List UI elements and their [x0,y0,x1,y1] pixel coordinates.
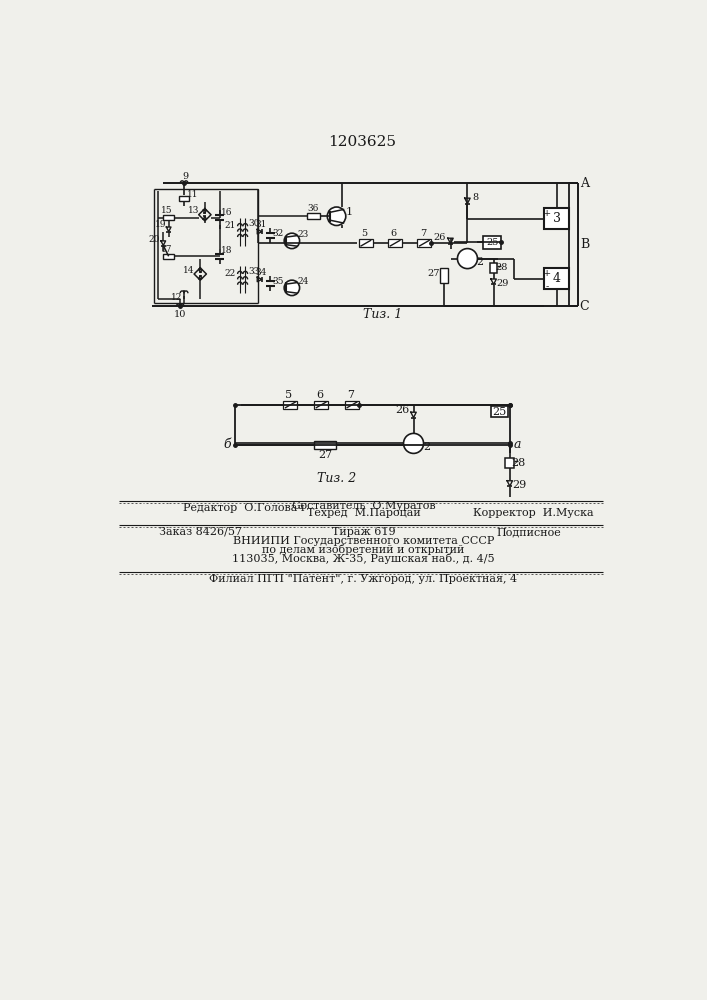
Text: 27: 27 [318,450,332,460]
Bar [314,401,328,409]
Text: по делам изобретений и открытий: по делам изобретений и открытий [262,544,464,555]
Text: 36: 36 [308,204,319,213]
Text: Редактор  О.Головач: Редактор О.Головач [182,503,304,513]
Text: 25: 25 [486,238,498,247]
Bar [490,263,498,273]
Text: Тираж 619: Тираж 619 [332,527,395,537]
Circle shape [457,249,477,269]
Circle shape [284,280,300,296]
Text: 3: 3 [553,212,561,225]
Text: 12: 12 [170,293,182,302]
Text: 113035, Москва, Ж-35, Раушская наб., д. 4/5: 113035, Москва, Ж-35, Раушская наб., д. … [232,553,495,564]
Text: 34: 34 [255,268,267,277]
Text: 21: 21 [225,221,236,230]
Text: 31: 31 [255,220,267,229]
Bar [163,254,174,259]
Text: 14: 14 [183,266,194,275]
Text: 1203625: 1203625 [328,135,396,149]
Bar [483,236,501,249]
Text: 18: 18 [221,246,232,255]
Text: A: A [580,177,589,190]
Text: Корректор  И.Муска: Корректор И.Муска [472,508,593,518]
Text: B: B [580,238,589,251]
Bar [544,208,569,229]
Text: 5: 5 [361,229,368,238]
Text: а: а [514,438,521,451]
Text: 30: 30 [248,219,260,228]
Text: 26: 26 [433,233,446,242]
Text: 2: 2 [423,442,430,452]
Text: 13: 13 [188,206,200,215]
Text: +: + [544,209,551,218]
Text: Заказ 8426/57: Заказ 8426/57 [160,527,243,537]
Text: 24: 24 [297,277,308,286]
Text: C: C [580,300,590,313]
Text: 28: 28 [495,263,508,272]
Text: 2: 2 [477,257,484,267]
Bar [491,406,508,417]
Text: 28: 28 [511,458,525,468]
Text: 26: 26 [396,405,410,415]
Bar [388,239,402,247]
Text: 29: 29 [512,480,526,490]
Bar [417,239,431,247]
Text: Τиз. 1: Τиз. 1 [363,308,402,321]
Text: б: б [223,438,231,451]
Circle shape [327,207,346,225]
Text: Подписное: Подписное [496,527,561,537]
Bar [284,401,297,409]
Text: 32: 32 [272,229,284,238]
Text: 23: 23 [297,230,308,239]
Text: 1: 1 [345,207,352,217]
Text: -: - [546,282,549,291]
Text: 20: 20 [148,235,160,244]
Text: Составитель  О.Муратов: Составитель О.Муратов [292,501,436,511]
Text: 22: 22 [225,269,236,278]
Text: ВНИИПИ Государственного комитета СССР: ВНИИПИ Государственного комитета СССР [233,536,494,546]
Circle shape [404,433,423,453]
Text: 7: 7 [347,390,354,400]
Bar [345,401,359,409]
Text: 19: 19 [154,220,166,229]
Text: 8: 8 [472,192,478,202]
Bar [163,215,174,220]
Text: 9: 9 [182,172,189,181]
Bar [506,458,515,468]
Text: 15: 15 [161,206,173,215]
Text: 10: 10 [174,310,187,319]
Text: Техред  М.Пароцай: Техред М.Пароцай [307,508,421,518]
Text: 33: 33 [249,267,259,276]
Text: Τиз. 2: Τиз. 2 [317,472,356,485]
Text: 7: 7 [420,229,426,238]
Bar [314,441,336,449]
Text: 35: 35 [272,277,284,286]
Text: 6: 6 [316,390,323,400]
Text: 6: 6 [390,229,397,238]
Text: 4: 4 [553,272,561,285]
Text: 5: 5 [285,390,293,400]
Text: 17: 17 [161,245,173,254]
Bar [359,239,373,247]
Text: +: + [544,269,551,278]
Text: 25: 25 [493,407,507,417]
Text: 11: 11 [187,190,198,199]
Bar [180,196,189,201]
Text: Филиал ПГП "Патент", г. Ужгород, ул. Проектная, 4: Филиал ПГП "Патент", г. Ужгород, ул. Про… [209,574,518,584]
Text: 16: 16 [221,208,232,217]
Circle shape [284,233,300,249]
Text: 27: 27 [427,269,440,278]
Text: 29: 29 [496,279,508,288]
Bar [308,213,320,219]
Bar [440,268,448,283]
Bar [544,268,569,289]
